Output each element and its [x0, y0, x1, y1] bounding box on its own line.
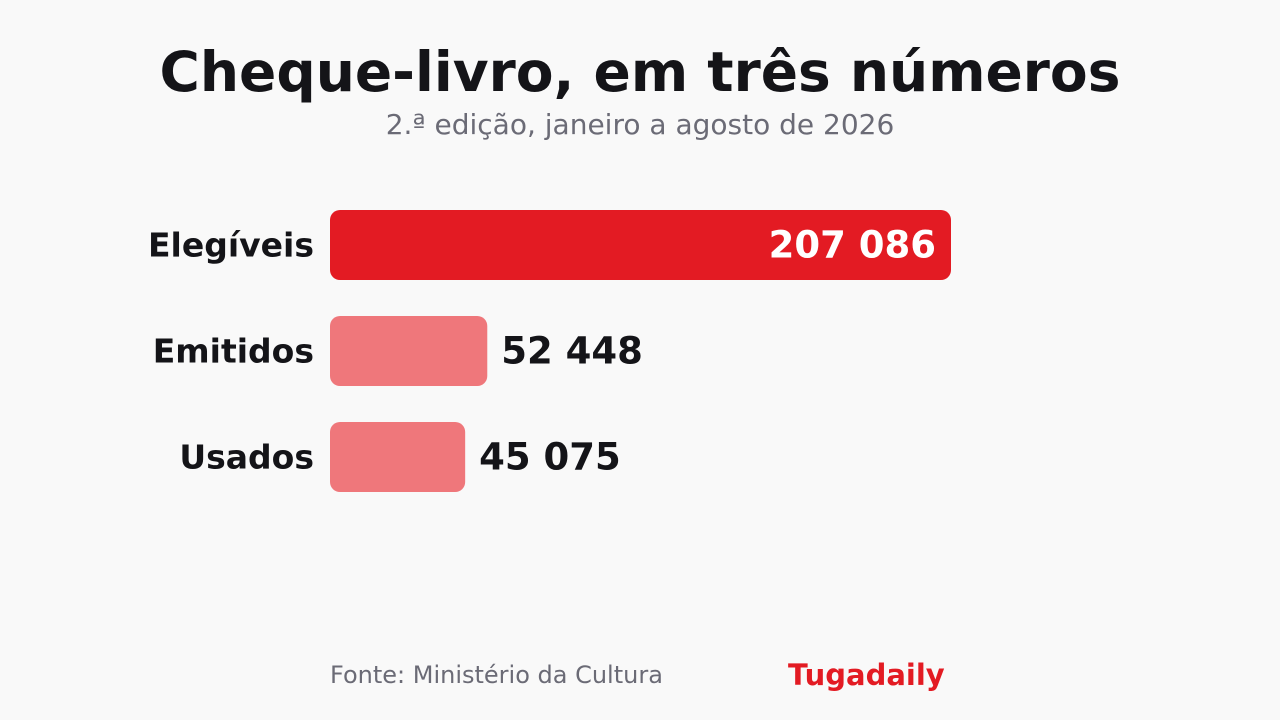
category-label-usados: Usados	[179, 438, 314, 477]
bar-usados	[330, 422, 466, 492]
chart-title: Cheque-livro, em três números	[159, 40, 1121, 104]
chart-subtitle: 2.ª edição, janeiro a agosto de 2026	[385, 108, 895, 141]
bar-emitidos	[330, 316, 488, 386]
category-label-emitidos: Emitidos	[153, 332, 314, 371]
source-note: Fonte: Ministério da Cultura	[330, 661, 663, 689]
value-label-usados: 45 075	[479, 436, 621, 479]
category-label-elegiveis: Elegíveis	[148, 226, 314, 265]
value-label-emitidos: 52 448	[501, 330, 643, 373]
brand-logo: Tugadaily	[788, 658, 945, 692]
value-label-elegiveis: 207 086	[769, 224, 936, 267]
bar-elegiveis	[330, 210, 951, 280]
